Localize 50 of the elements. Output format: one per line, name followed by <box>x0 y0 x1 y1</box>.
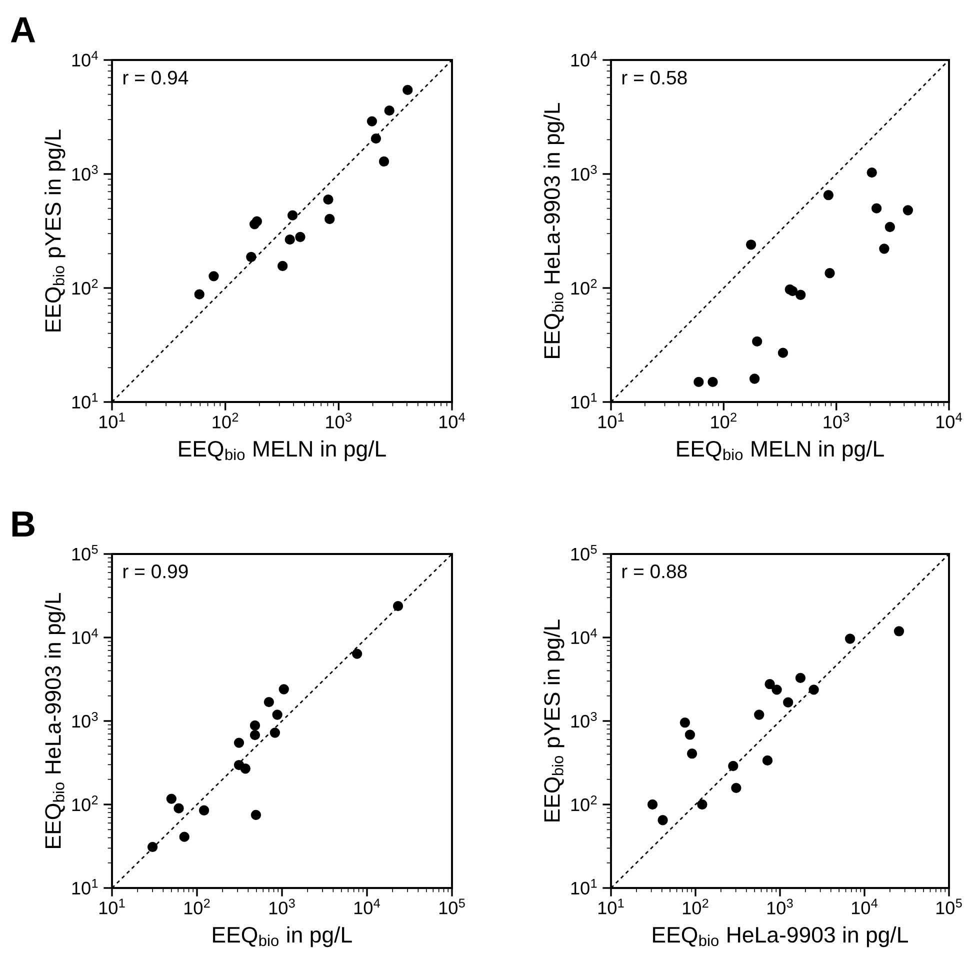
y-axis-title: EEQ$_{bio}$ HeLa-9903 in pg/L <box>44 593 66 848</box>
x-tick-label: 10$^{3}$ <box>326 412 352 428</box>
y-tick-label: 10$^{4}$ <box>72 628 98 644</box>
y-axis-title: EEQ$_{bio}$ HeLa-9903 in pg/L <box>544 103 564 358</box>
x-tick-label: 10$^{2}$ <box>212 412 238 428</box>
x-axis-title: EEQ$_{bio}$ MELN in pg/L <box>179 440 386 462</box>
x-tick-label: 10$^{4}$ <box>354 898 380 914</box>
annotation: r = 0.99 <box>123 564 188 578</box>
y-tick-label: 10$^{5}$ <box>72 545 98 561</box>
y-tick-label: 10$^{2}$ <box>571 279 597 295</box>
y-tick-label: 10$^{1}$ <box>571 393 597 409</box>
x-tick-label: 10$^{5}$ <box>439 898 465 914</box>
x-axis-title: EEQ$_{bio}$ in pg/L <box>213 926 352 948</box>
x-tick-label: 10$^{2}$ <box>682 898 708 914</box>
y-tick-label: 10$^{3}$ <box>72 712 98 728</box>
y-tick-label: 10$^{5}$ <box>571 545 597 561</box>
annotation: r = 0.94 <box>123 70 188 85</box>
x-tick-label: 10$^{3}$ <box>767 898 793 914</box>
x-tick-label: 10$^{5}$ <box>936 898 962 914</box>
x-tick-label: 10$^{1}$ <box>99 412 125 428</box>
x-tick-label: 10$^{4}$ <box>439 412 466 428</box>
x-tick-label: 10$^{2}$ <box>184 898 210 914</box>
y-tick-label: 10$^{3}$ <box>72 165 98 181</box>
y-tick-label: 10$^{1}$ <box>72 879 98 895</box>
y-tick-label: 10$^{3}$ <box>571 712 597 728</box>
y-tick-label: 10$^{2}$ <box>72 279 98 295</box>
y-tick-label: 10$^{1}$ <box>571 879 597 895</box>
x-tick-label: 10$^{1}$ <box>598 898 624 914</box>
annotation: r = 0.58 <box>622 70 687 85</box>
y-tick-label: 10$^{1}$ <box>72 393 98 409</box>
y-tick-label: 10$^{2}$ <box>72 796 98 812</box>
text: A <box>10 17 36 42</box>
x-tick-label: 10$^{4}$ <box>852 898 878 914</box>
y-axis-title: EEQ$_{bio}$ pYES in pg/L <box>44 130 66 332</box>
y-tick-label: 10$^{4}$ <box>571 628 597 644</box>
x-tick-label: 10$^{4}$ <box>936 412 962 428</box>
x-tick-label: 10$^{3}$ <box>824 412 850 428</box>
y-tick-label: 10$^{4}$ <box>72 51 98 67</box>
text: B <box>12 512 34 536</box>
y-tick-label: 10$^{3}$ <box>571 165 597 181</box>
annotation: r = 0.88 <box>622 564 687 578</box>
y-tick-label: 10$^{4}$ <box>571 51 597 67</box>
y-axis-title: EEQ$_{bio}$ pYES in pg/L <box>544 620 564 822</box>
y-tick-label: 10$^{2}$ <box>571 796 597 812</box>
x-tick-label: 10$^{1}$ <box>99 898 125 914</box>
x-tick-label: 10$^{3}$ <box>269 898 295 914</box>
x-axis-title: EEQ$_{bio}$ HeLa-9903 in pg/L <box>653 926 908 948</box>
x-tick-label: 10$^{1}$ <box>598 412 624 428</box>
x-axis-title: EEQ$_{bio}$ MELN in pg/L <box>677 440 884 462</box>
x-tick-label: 10$^{2}$ <box>711 412 736 428</box>
